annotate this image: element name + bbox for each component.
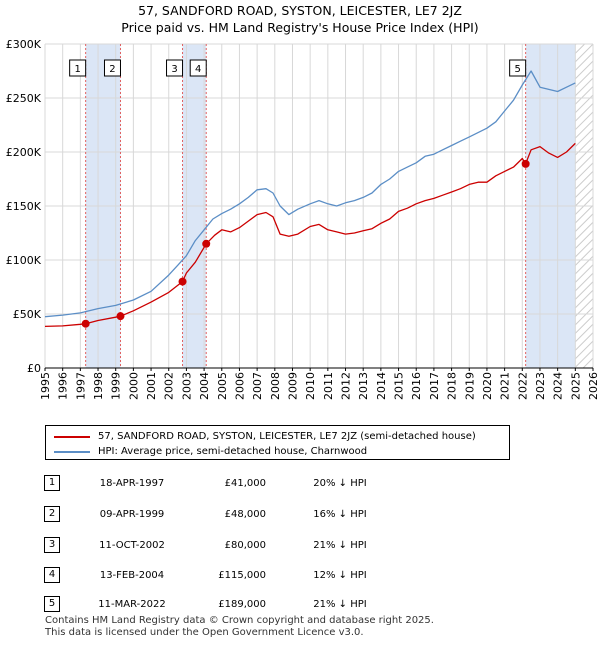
sale-hpi-diff: 16% ↓ HPI	[313, 509, 367, 520]
x-tick-label: 1996	[57, 372, 70, 400]
legend-label-hpi: HPI: Average price, semi-detached house,…	[98, 446, 368, 457]
sale-price: £115,000	[218, 570, 266, 581]
y-tick-label: £0	[27, 362, 41, 375]
x-tick-label: 2019	[463, 372, 476, 400]
x-tick-label: 2002	[163, 372, 176, 400]
x-tick-label: 2023	[534, 372, 547, 400]
sale-price: £80,000	[224, 540, 266, 551]
x-tick-label: 2000	[127, 372, 140, 400]
sale-number-badge: 1	[44, 475, 60, 491]
sale-hpi-diff: 20% ↓ HPI	[313, 478, 367, 489]
x-tick-label: 2022	[516, 372, 529, 400]
sale-label-box	[103, 59, 121, 77]
sale-label-number: 4	[195, 64, 201, 75]
x-tick-label: 2008	[269, 372, 282, 400]
x-tick-label: 2020	[481, 372, 494, 400]
sale-row: 3 11-OCT-2002 £80,000 21% ↓ HPI	[0, 537, 600, 557]
footer-licence: This data is licensed under the Open Gov…	[45, 627, 364, 638]
x-tick-label: 2004	[198, 372, 211, 400]
x-tick-label: 2024	[552, 372, 565, 400]
y-tick-label: £300K	[6, 38, 42, 51]
y-tick-label: £200K	[6, 146, 42, 159]
sale-date: 18-APR-1997	[99, 478, 165, 489]
footer-copyright: Contains HM Land Registry data © Crown c…	[45, 615, 434, 626]
x-tick-label: 1995	[39, 372, 52, 400]
sale-row: 5 11-MAR-2022 £189,000 21% ↓ HPI	[0, 596, 600, 616]
x-tick-label: 2025	[569, 372, 582, 400]
footer-attribution: Contains HM Land Registry data © Crown c…	[45, 615, 434, 639]
legend-label-property: 57, SANDFORD ROAD, SYSTON, LEICESTER, LE…	[98, 431, 476, 442]
sale-row: 1 18-APR-1997 £41,000 20% ↓ HPI	[0, 475, 600, 495]
x-tick-label: 1997	[74, 372, 87, 400]
sale-row: 4 13-FEB-2004 £115,000 12% ↓ HPI	[0, 567, 600, 587]
sale-price: £41,000	[224, 478, 266, 489]
x-tick-label: 2003	[180, 372, 193, 400]
sale-date: 11-OCT-2002	[99, 540, 165, 551]
y-tick-label: £150K	[6, 200, 42, 213]
sale-number-badge: 4	[44, 567, 60, 583]
sale-label-box	[509, 59, 527, 77]
sale-point	[202, 239, 211, 248]
sale-hpi-diff: 12% ↓ HPI	[313, 570, 367, 581]
x-tick-label: 2001	[145, 372, 158, 400]
x-tick-label: 2011	[322, 372, 335, 400]
sale-hpi-diff: 21% ↓ HPI	[313, 599, 367, 610]
x-tick-label: 2013	[357, 372, 370, 400]
sale-label-box	[166, 59, 184, 77]
x-tick-label: 2017	[428, 372, 441, 400]
price-chart: 1 2 3 4 5 £0 £50K £100K £150K £200K £250K £300K 1995…	[6, 38, 600, 400]
sale-label-box	[189, 59, 207, 77]
sale-label-number: 3	[171, 64, 177, 75]
sale-label-box	[69, 59, 87, 77]
sale-date: 09-APR-1999	[99, 509, 165, 520]
y-tick-label: £250K	[6, 92, 42, 105]
x-tick-label: 2021	[499, 372, 512, 400]
x-tick-label: 2026	[587, 372, 600, 400]
hpi-series-line	[44, 70, 576, 318]
sale-date: 13-FEB-2004	[99, 570, 165, 581]
x-tick-label: 2010	[304, 372, 317, 400]
sale-point	[116, 312, 125, 321]
x-tick-label: 2005	[216, 372, 229, 400]
y-tick-label: £100K	[6, 254, 42, 267]
sale-label-number: 1	[74, 64, 80, 75]
x-tick-label: 2007	[251, 372, 264, 400]
legend-line-property	[54, 436, 90, 438]
sale-number-badge: 5	[44, 596, 60, 612]
x-tick-label: 2012	[340, 372, 353, 400]
sale-number-badge: 2	[44, 506, 60, 522]
x-tick-label: 2006	[233, 372, 246, 400]
sale-label-number: 5	[514, 64, 520, 75]
sale-price: £189,000	[218, 599, 266, 610]
sale-point	[81, 319, 90, 328]
sale-label-number: 2	[109, 64, 115, 75]
sale-hpi-diff: 21% ↓ HPI	[313, 540, 367, 551]
sale-point	[178, 277, 187, 286]
x-tick-label: 2014	[375, 372, 388, 400]
y-tick-label: £50K	[13, 308, 42, 321]
x-tick-label: 1998	[92, 372, 105, 400]
legend-line-hpi	[54, 451, 90, 453]
sale-price: £48,000	[224, 509, 266, 520]
x-tick-label: 2016	[410, 372, 423, 400]
chart-legend: 57, SANDFORD ROAD, SYSTON, LEICESTER, LE…	[45, 425, 510, 460]
x-tick-label: 2009	[286, 372, 299, 400]
property-series-line	[44, 142, 576, 328]
x-tick-label: 2018	[446, 372, 459, 400]
sale-date: 11-MAR-2022	[98, 599, 166, 610]
sale-number-badge: 3	[44, 537, 60, 553]
sale-row: 2 09-APR-1999 £48,000 16% ↓ HPI	[0, 506, 600, 526]
chart-title-address: 57, SANDFORD ROAD, SYSTON, LEICESTER, LE…	[138, 3, 462, 18]
chart-subtitle: Price paid vs. HM Land Registry's House …	[121, 20, 479, 35]
x-tick-label: 2015	[393, 372, 406, 400]
sale-point	[521, 159, 530, 168]
x-tick-label: 1999	[110, 372, 123, 400]
